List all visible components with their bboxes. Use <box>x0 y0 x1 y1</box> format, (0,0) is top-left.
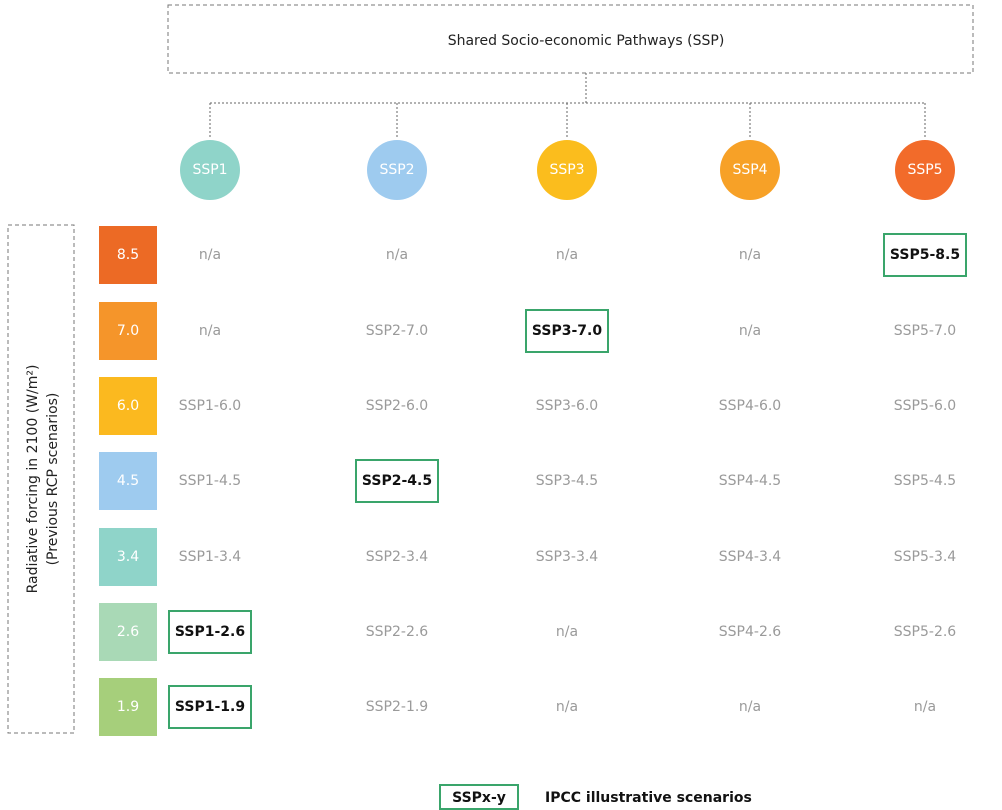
pathway-label: SSP1 <box>192 162 227 178</box>
scenario-label: SSP5-3.4 <box>894 549 957 565</box>
illustrative-box <box>168 685 252 729</box>
scenario-label: n/a <box>199 247 221 263</box>
illustrative-box <box>525 309 609 353</box>
scenario-label: SSP3-7.0 <box>532 323 602 339</box>
scenario-label: n/a <box>739 247 761 263</box>
level-label: 1.9 <box>117 699 139 715</box>
axis-label: Radiative forcing in 2100 (W/m²) <box>25 365 41 594</box>
pathway-label: SSP5 <box>907 162 942 178</box>
axis-label: (Previous RCP scenarios) <box>45 393 61 566</box>
axis-box <box>7 224 75 734</box>
scenario-label: SSP1-4.5 <box>179 473 241 489</box>
pathway-label: SSP2 <box>379 162 414 178</box>
illustrative-box <box>355 459 439 503</box>
level-box <box>99 678 157 736</box>
illustrative-box <box>168 610 252 654</box>
level-box <box>99 226 157 284</box>
pathway-label: SSP4 <box>732 162 767 178</box>
level-box <box>99 603 157 661</box>
scenario-label: SSP5-7.0 <box>894 323 956 339</box>
scenario-label: SSP5-4.5 <box>894 473 956 489</box>
scenario-label: n/a <box>739 323 761 339</box>
header-title: Shared Socio-economic Pathways (SSP) <box>448 33 725 49</box>
scenario-label: SSP2-2.6 <box>366 624 429 640</box>
scenario-label: n/a <box>556 247 578 263</box>
scenario-label: SSP1-1.9 <box>175 699 245 715</box>
pathway-node <box>720 140 780 200</box>
scenario-label: SSP2-7.0 <box>366 323 428 339</box>
scenario-label: n/a <box>386 247 408 263</box>
scenario-label: SSP1-2.6 <box>175 624 245 640</box>
scenario-label: SSP5-2.6 <box>894 624 957 640</box>
header-box <box>167 4 974 74</box>
pathway-node <box>180 140 240 200</box>
scenario-label: SSP4-2.6 <box>719 624 782 640</box>
pathway-node <box>895 140 955 200</box>
scenario-label: SSP4-4.5 <box>719 473 781 489</box>
illustrative-box <box>883 233 967 277</box>
level-label: 3.4 <box>117 549 139 565</box>
level-box <box>99 302 157 360</box>
scenario-label: SSP4-6.0 <box>719 398 781 414</box>
level-label: 4.5 <box>117 473 139 489</box>
scenario-label: n/a <box>556 624 578 640</box>
level-box <box>99 377 157 435</box>
pathway-label: SSP3 <box>549 162 584 178</box>
legend-box <box>439 784 519 810</box>
scenario-label: n/a <box>914 699 936 715</box>
level-label: 7.0 <box>117 323 139 339</box>
scenario-label: SSP2-1.9 <box>366 699 428 715</box>
level-label: 2.6 <box>117 624 139 640</box>
scenario-label: SSP2-3.4 <box>366 549 429 565</box>
level-box <box>99 528 157 586</box>
level-label: 8.5 <box>117 247 139 263</box>
scenario-label: SSP1-3.4 <box>179 549 242 565</box>
scenario-label: SSP1-6.0 <box>179 398 241 414</box>
scenario-label: SSP3-3.4 <box>536 549 599 565</box>
scenario-label: SSP5-8.5 <box>890 247 960 263</box>
scenario-label: SSP5-6.0 <box>894 398 956 414</box>
scenario-label: n/a <box>556 699 578 715</box>
scenario-label: SSP3-6.0 <box>536 398 598 414</box>
scenario-label: SSP2-6.0 <box>366 398 428 414</box>
scenario-label: n/a <box>199 323 221 339</box>
scenario-label: SSP3-4.5 <box>536 473 598 489</box>
level-box <box>99 452 157 510</box>
scenario-label: SSP4-3.4 <box>719 549 782 565</box>
pathway-node <box>367 140 427 200</box>
scenario-label: SSP2-4.5 <box>362 473 432 489</box>
legend-text: IPCC illustrative scenarios <box>545 790 752 806</box>
pathway-node <box>537 140 597 200</box>
legend-sample: SSPx-y <box>452 790 506 806</box>
scenario-label: n/a <box>739 699 761 715</box>
level-label: 6.0 <box>117 398 139 414</box>
